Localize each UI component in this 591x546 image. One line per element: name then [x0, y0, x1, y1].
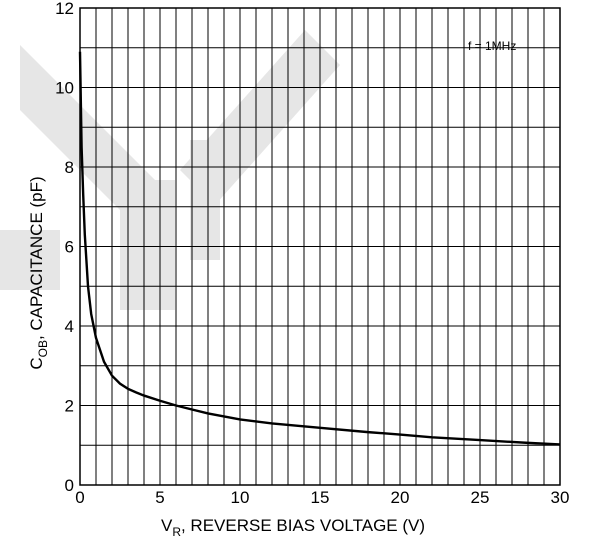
frequency-annotation: f = 1MHz: [468, 39, 516, 53]
y-tick-label: 0: [65, 476, 74, 495]
x-tick-labels: 0 5 10 15 20 25 30: [75, 488, 569, 507]
x-tick-label: 10: [231, 488, 250, 507]
x-tick-label: 30: [551, 488, 570, 507]
y-tick-label: 12: [55, 0, 74, 18]
y-tick-label: 8: [65, 158, 74, 177]
y-tick-label: 10: [55, 79, 74, 98]
watermark-graphic: [0, 30, 340, 310]
capacitance-curve: [78, 51, 561, 446]
grid-lines: [79, 7, 561, 486]
y-tick-label: 6: [65, 238, 74, 257]
x-tick-label: 25: [471, 488, 490, 507]
y-axis-title: COB, CAPACITANCE (pF): [27, 176, 50, 369]
x-tick-label: 15: [311, 488, 330, 507]
y-tick-labels: 0 2 4 6 8 10 12: [55, 0, 74, 495]
x-axis-title: VR, REVERSE BIAS VOLTAGE (V): [161, 516, 425, 539]
x-tick-label: 0: [75, 488, 84, 507]
x-tick-label: 20: [391, 488, 410, 507]
x-tick-label: 5: [155, 488, 164, 507]
plot-frame: [79, 7, 561, 486]
y-tick-label: 2: [65, 397, 74, 416]
y-tick-label: 4: [65, 317, 74, 336]
